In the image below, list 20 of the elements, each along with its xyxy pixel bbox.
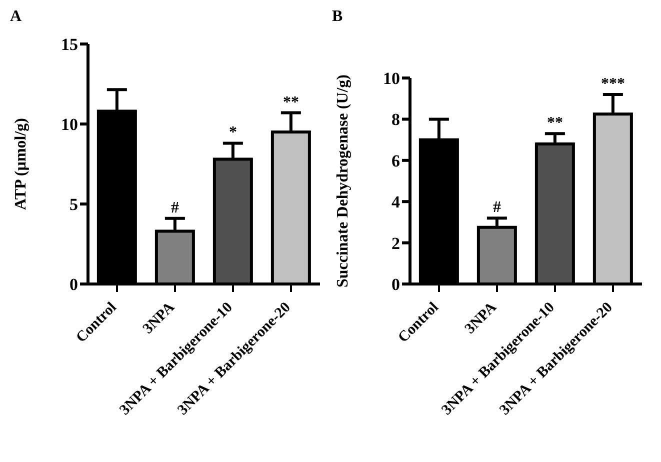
y-tick-label: 10 — [61, 115, 78, 134]
y-tick-label: 8 — [392, 110, 400, 130]
chart-title: A — [10, 8, 22, 26]
y-axis-title: ATP (µmol/g) — [12, 118, 30, 210]
y-tick-label: 6 — [392, 151, 400, 170]
y-tick-label: 15 — [61, 35, 78, 54]
annotation: ** — [282, 94, 299, 111]
annotation: # — [492, 199, 501, 216]
y-tick-label: 5 — [70, 195, 78, 214]
y-tick-label: 10 — [383, 69, 400, 88]
y-tick-label: 0 — [70, 275, 78, 294]
annotation: * — [228, 124, 237, 142]
annotation: *** — [600, 75, 625, 92]
annotation: # — [170, 199, 179, 216]
chart-title: B — [332, 8, 343, 26]
y-tick-label: 4 — [392, 192, 400, 212]
y-tick-label: 2 — [392, 234, 400, 253]
annotation: ** — [546, 114, 563, 132]
y-axis-title: Succinate Dehydrogenase (U/g) — [334, 74, 352, 288]
y-tick-label: 0 — [392, 275, 400, 294]
